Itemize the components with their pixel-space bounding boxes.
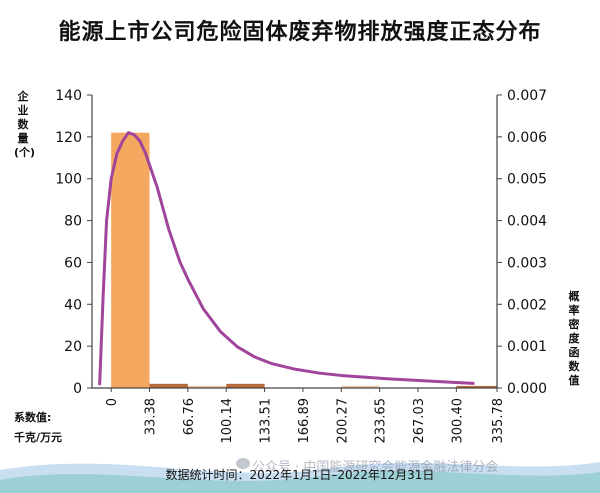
bar-2 bbox=[187, 385, 227, 388]
y-right-tick-label: 0.000 bbox=[507, 381, 547, 397]
axes-layer: 0 20 40 60 80 100 120 140 0.000 0.001 0.002 0.003 0.… bbox=[55, 88, 547, 444]
decorative-wave bbox=[0, 462, 600, 493]
y-right-tick-label: 0.003 bbox=[507, 255, 547, 271]
bar-0 bbox=[111, 132, 150, 388]
bar-4 bbox=[341, 385, 380, 388]
bar-1 bbox=[149, 383, 188, 388]
x-tick-label: 66.76 bbox=[182, 398, 197, 435]
x-tick-label: 33.38 bbox=[144, 398, 159, 435]
x-tick-label: 267.03 bbox=[412, 398, 427, 444]
y-left-tick-label: 140 bbox=[55, 88, 82, 104]
y-right-tick-label: 0.004 bbox=[507, 214, 547, 230]
y-left-tick-label: 0 bbox=[73, 381, 82, 397]
y-axis-left-label: 企业数量(个) bbox=[14, 90, 36, 159]
wechat-icon bbox=[236, 458, 250, 469]
x-axis-label-line2: 千克/万元 bbox=[14, 431, 63, 444]
curve-layer bbox=[98, 131, 475, 386]
x-tick-label: 133.51 bbox=[259, 398, 274, 444]
y-left-tick-label: 80 bbox=[64, 214, 82, 230]
density-curve-line bbox=[98, 131, 475, 386]
x-axis-label: 系数值: 千克/万元 bbox=[14, 408, 84, 448]
y-left-tick-label: 100 bbox=[55, 172, 82, 188]
x-tick-label: 0 bbox=[105, 398, 120, 406]
bars-layer bbox=[111, 132, 497, 388]
x-tick-label: 200.27 bbox=[335, 398, 350, 444]
chart-title: 能源上市公司危险固体废弃物排放强度正态分布 bbox=[58, 20, 542, 45]
x-tick-label: 300.40 bbox=[450, 398, 465, 444]
bar-5 bbox=[456, 385, 497, 388]
y-right-tick-label: 0.002 bbox=[507, 297, 547, 313]
y-left-tick-label: 40 bbox=[64, 297, 82, 313]
x-tick-label: 166.89 bbox=[297, 398, 312, 444]
x-axis-label-line1: 系数值: bbox=[14, 411, 52, 424]
y-right-tick-label: 0.001 bbox=[507, 339, 547, 355]
y-axis-right-label: 概率密度函数值 bbox=[568, 290, 580, 387]
y-left-tick-label: 60 bbox=[64, 255, 82, 271]
footnote: 数据统计时间：2022年1月1日–2022年12月31日 bbox=[165, 468, 435, 482]
y-right-tick-label: 0.006 bbox=[507, 130, 547, 146]
y-left-tick-label: 120 bbox=[55, 130, 82, 146]
y-right-tick-label: 0.005 bbox=[507, 172, 547, 188]
x-tick-label: 100.14 bbox=[220, 398, 235, 444]
x-tick-label: 335.78 bbox=[491, 398, 506, 444]
bar-3 bbox=[226, 383, 265, 388]
watermark-text: 公众号 · 中国能源研究会能源金融法律分会 bbox=[252, 460, 499, 475]
x-tick-label: 233.65 bbox=[374, 398, 389, 444]
y-right-tick-label: 0.007 bbox=[507, 88, 547, 104]
y-left-tick-label: 20 bbox=[64, 339, 82, 355]
